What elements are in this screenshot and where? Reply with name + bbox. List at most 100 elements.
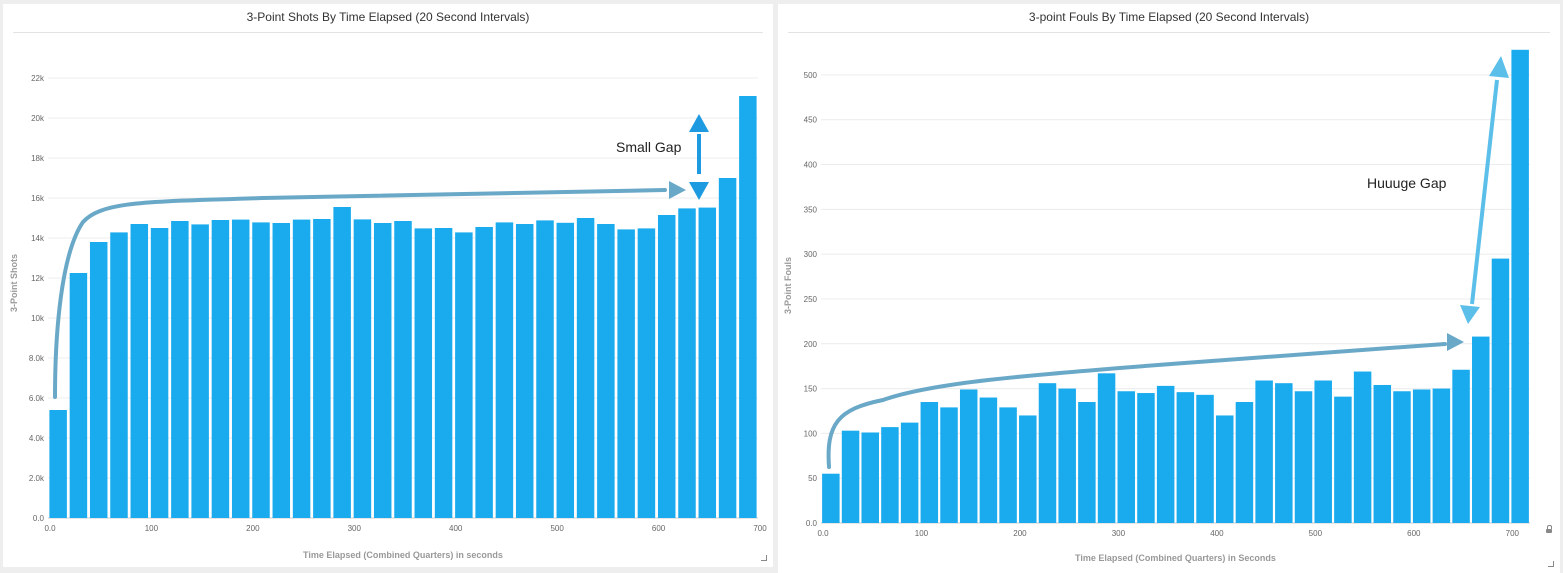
gap-arrow bbox=[1470, 79, 1499, 305]
y-tick-label: 250 bbox=[804, 295, 818, 304]
arrow-up-icon bbox=[689, 114, 709, 132]
bar[interactable] bbox=[1097, 373, 1116, 523]
y-tick-label: 22k bbox=[31, 74, 45, 83]
bar[interactable] bbox=[515, 224, 534, 518]
bar[interactable] bbox=[999, 407, 1017, 523]
chart-title: 3-Point Shots By Time Elapsed (20 Second… bbox=[246, 10, 530, 24]
bar[interactable] bbox=[1078, 402, 1096, 523]
bar[interactable] bbox=[353, 219, 372, 518]
bar[interactable] bbox=[1511, 49, 1529, 524]
arrow-up-icon bbox=[1489, 56, 1509, 78]
bar[interactable] bbox=[333, 207, 351, 518]
bar[interactable] bbox=[1038, 383, 1057, 523]
x-tick-label: 0.0 bbox=[817, 529, 829, 538]
bar[interactable] bbox=[1117, 391, 1136, 523]
bar[interactable] bbox=[556, 222, 575, 519]
resize-handle-icon[interactable] bbox=[1548, 561, 1554, 567]
resize-handle-icon[interactable] bbox=[761, 555, 767, 561]
bar[interactable] bbox=[373, 223, 392, 518]
x-tick-label: 300 bbox=[1112, 529, 1126, 538]
bar[interactable] bbox=[1314, 380, 1332, 524]
bar[interactable] bbox=[292, 219, 311, 518]
bar[interactable] bbox=[394, 221, 412, 518]
bar[interactable] bbox=[1334, 396, 1352, 523]
title-divider bbox=[13, 32, 763, 33]
bar[interactable] bbox=[110, 232, 128, 518]
bar[interactable] bbox=[1452, 369, 1470, 523]
bar[interactable] bbox=[959, 389, 978, 523]
bar[interactable] bbox=[1432, 388, 1451, 523]
y-tick-label: 14k bbox=[31, 234, 45, 243]
bar[interactable] bbox=[1353, 371, 1372, 523]
bar[interactable] bbox=[1235, 402, 1254, 523]
bar[interactable] bbox=[861, 432, 879, 523]
bar[interactable] bbox=[434, 228, 453, 518]
bar[interactable] bbox=[1196, 394, 1214, 523]
bar[interactable] bbox=[69, 273, 88, 518]
bar[interactable] bbox=[979, 397, 998, 523]
bar[interactable] bbox=[1255, 380, 1273, 524]
bar[interactable] bbox=[536, 220, 554, 518]
bar[interactable] bbox=[920, 402, 939, 523]
bar[interactable] bbox=[455, 232, 473, 518]
bar[interactable] bbox=[1215, 415, 1234, 523]
bar[interactable] bbox=[1137, 393, 1155, 523]
chart-title: 3-point Fouls By Time Elapsed (20 Second… bbox=[1028, 10, 1310, 24]
x-tick-label: 100 bbox=[145, 524, 159, 533]
bar[interactable] bbox=[49, 410, 67, 518]
bar[interactable] bbox=[1058, 388, 1076, 523]
bar[interactable] bbox=[89, 242, 108, 518]
bar[interactable] bbox=[678, 208, 696, 518]
bar[interactable] bbox=[1275, 383, 1293, 523]
bar[interactable] bbox=[1294, 391, 1313, 523]
bar[interactable] bbox=[414, 228, 433, 518]
y-tick-label: 2.0k bbox=[29, 474, 45, 483]
bar[interactable] bbox=[940, 407, 958, 523]
bar[interactable] bbox=[130, 224, 149, 518]
x-tick-label: 700 bbox=[1506, 529, 1520, 538]
bar[interactable] bbox=[1156, 385, 1175, 523]
bar[interactable] bbox=[1176, 392, 1195, 523]
lock-icon[interactable] bbox=[1546, 525, 1552, 533]
x-tick-label: 600 bbox=[652, 524, 666, 533]
bar[interactable] bbox=[1491, 258, 1510, 523]
arrowhead-icon bbox=[669, 181, 686, 199]
bar[interactable] bbox=[637, 228, 656, 518]
arrow-down-icon bbox=[1460, 305, 1480, 324]
bar[interactable] bbox=[1472, 336, 1490, 523]
bar[interactable] bbox=[211, 220, 230, 518]
bar[interactable] bbox=[1393, 391, 1411, 523]
bar[interactable] bbox=[617, 229, 635, 518]
bar[interactable] bbox=[657, 215, 676, 518]
bar[interactable] bbox=[718, 178, 737, 518]
bar[interactable] bbox=[150, 228, 169, 518]
bar[interactable] bbox=[191, 224, 209, 518]
bar[interactable] bbox=[171, 221, 189, 518]
bar[interactable] bbox=[841, 430, 860, 523]
bar[interactable] bbox=[698, 207, 717, 518]
x-tick-label: 600 bbox=[1407, 529, 1421, 538]
title-divider bbox=[788, 32, 1550, 33]
x-tick-label: 0.0 bbox=[44, 524, 56, 533]
bar[interactable] bbox=[313, 219, 331, 518]
bar[interactable] bbox=[1019, 415, 1037, 523]
y-tick-label: 16k bbox=[31, 194, 45, 203]
y-tick-label: 6.0k bbox=[29, 394, 45, 403]
x-tick-label: 200 bbox=[1013, 529, 1027, 538]
bar[interactable] bbox=[1373, 384, 1392, 523]
bar[interactable] bbox=[475, 227, 493, 518]
bar[interactable] bbox=[881, 427, 899, 523]
bar[interactable] bbox=[495, 222, 514, 518]
x-tick-label: 500 bbox=[550, 524, 564, 533]
bar[interactable] bbox=[272, 223, 291, 518]
bar[interactable] bbox=[1412, 389, 1431, 523]
bar[interactable] bbox=[576, 218, 595, 518]
bar[interactable] bbox=[739, 96, 757, 518]
bar[interactable] bbox=[822, 473, 840, 523]
y-tick-label: 500 bbox=[804, 71, 818, 80]
bar[interactable] bbox=[252, 222, 270, 518]
y-tick-label: 0.0 bbox=[33, 514, 45, 523]
bar[interactable] bbox=[900, 422, 919, 523]
bar[interactable] bbox=[597, 224, 615, 518]
bar[interactable] bbox=[231, 219, 250, 518]
